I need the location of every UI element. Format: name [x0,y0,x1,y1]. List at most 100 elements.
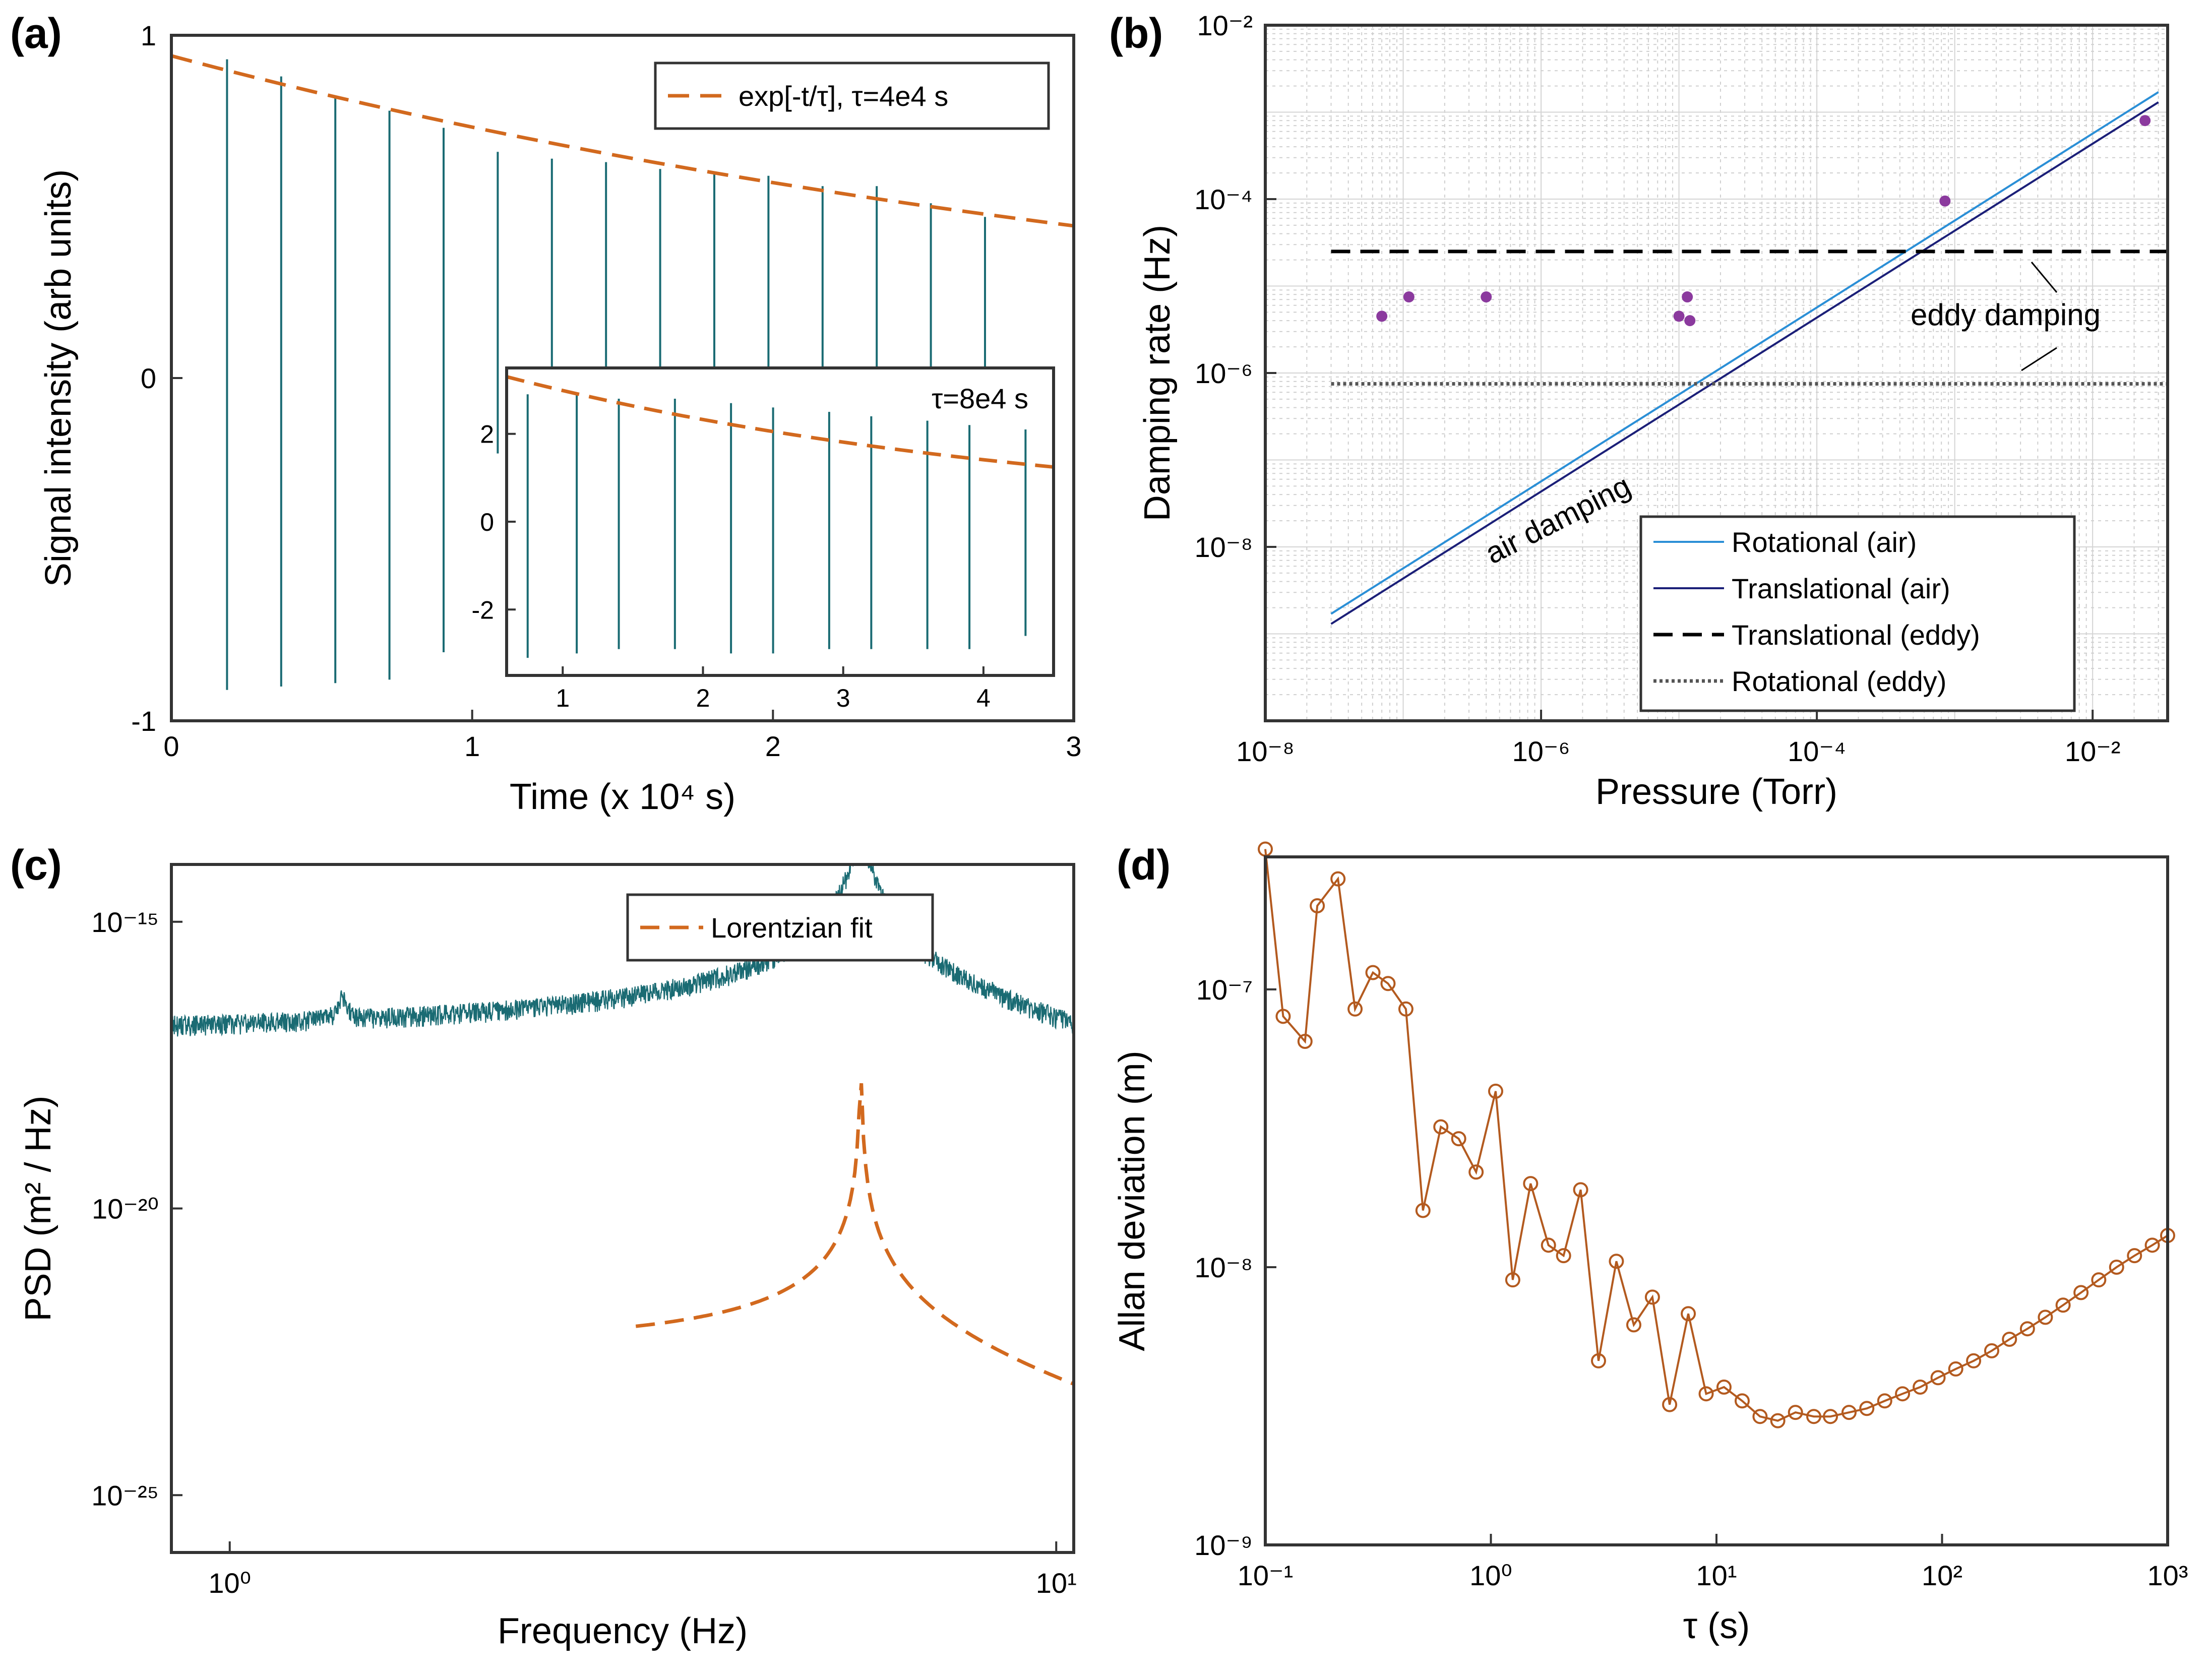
inset-y-tick-label: 0 [480,508,494,536]
allan-marker [1626,1317,1641,1333]
inset-annotation: τ=8e4 s [932,383,1028,414]
annotation-leader [2021,347,2057,371]
allan-marker [1966,1353,1982,1369]
panel-label-c: (c) [10,841,62,889]
series-line [1330,101,2159,625]
plot-frame [1264,855,2169,1546]
legend-label: Rotational (air) [1732,526,1917,558]
allan-marker [1297,1034,1313,1049]
x-tick-label: 10¹ [1696,1560,1737,1591]
data-point [1939,195,1951,207]
allan-marker [1380,976,1396,991]
allan-marker [1823,1409,1838,1424]
annotation-eddy: eddy damping [1911,298,2101,332]
allan-marker [1488,1083,1503,1099]
y-tick-label: 1 [141,20,156,51]
allan-marker [1752,1409,1768,1424]
allan-marker [1877,1393,1892,1409]
allan-marker [1415,1203,1431,1218]
annotation-leader [2031,262,2058,293]
legend-label: Rotational (eddy) [1732,665,1946,697]
allan-marker [1541,1237,1556,1253]
x-tick-label: 10³ [2147,1560,2188,1591]
allan-marker [2127,1248,2142,1264]
x-tick-label: 10⁻⁶ [1512,735,1570,767]
panel-label-b: (b) [1109,10,1163,57]
allan-marker [2109,1259,2124,1275]
allan-marker [2055,1297,2071,1313]
panel-label-a: (a) [10,10,62,57]
series-line [1330,91,2159,615]
y-tick-label: 10⁻⁷ [1196,974,1253,1006]
inset-x-tick-label: 3 [836,684,850,712]
allan-marker [1310,898,1325,914]
data-point [1481,291,1492,303]
x-tick-label: 10⁻⁴ [1788,735,1846,767]
inset-y-tick-label: 2 [480,420,494,449]
y-axis-label: Signal intensity (arb units) [38,169,79,587]
x-axis-label: Time (x 10⁴ s) [510,777,735,817]
x-axis-label: Pressure (Torr) [1595,772,1837,812]
allan-marker [1806,1409,1822,1424]
x-tick-label: 10⁻¹ [1238,1560,1294,1591]
allan-marker [2019,1321,2035,1337]
allan-marker [2038,1310,2053,1325]
allan-marker [1468,1164,1484,1180]
panel-d-chart: 10⁻¹ 10⁰ 10¹ 10² 10³ 10⁻⁹ 10⁻⁸ 10⁻⁷ τ (s) Allan d… [1112,841,2188,1646]
x-tick-label: 10¹ [1036,1567,1077,1599]
panel-label-d: (d) [1117,841,1171,889]
legend-label: Lorentzian fit [711,912,873,944]
allan-marker [1556,1248,1571,1264]
allan-marker [1770,1413,1786,1428]
y-tick-label: 0 [141,362,156,394]
panel-c-chart: 10⁰ 10¹ 10⁻¹⁵ 10⁻²⁰ 10⁻²⁵ Frequency (Hz) PSD (… [18,863,1077,1651]
allan-marker [1841,1405,1857,1420]
data-point [1376,310,1388,322]
allan-marker [2002,1332,2017,1347]
allan-marker [1788,1405,1803,1420]
lorentzian-fit-line [635,1083,1075,1386]
legend-label: Translational (eddy) [1732,619,1980,651]
allan-marker [1948,1361,1963,1377]
plot-frame [170,34,1075,722]
y-tick-label: 10⁻²⁵ [91,1479,159,1511]
psd-trace [170,863,1075,1037]
inset-x-tick-label: 2 [696,684,710,712]
allan-marker [1859,1401,1875,1416]
legend-label: Translational (air) [1732,573,1950,604]
x-axis-label: Frequency (Hz) [498,1611,748,1651]
y-tick-label: 10⁻⁸ [1195,1252,1253,1283]
allan-marker [1365,965,1381,980]
allan-marker [1523,1176,1539,1192]
inset-fit-line [506,375,1054,469]
inset-background [507,368,1054,675]
allan-marker [2144,1237,2160,1253]
allan-marker [1398,1001,1414,1017]
inset-x-tick-label: 1 [556,684,570,712]
allan-marker [1913,1379,1928,1395]
y-tick-label: 10⁻²⁰ [92,1193,159,1225]
allan-marker [1505,1272,1520,1288]
allan-marker [1573,1182,1588,1198]
y-tick-label: 10⁻² [1197,10,1253,41]
y-tick-label: 10⁻⁸ [1195,531,1253,563]
plot-frame [170,863,1075,1554]
allan-marker [1698,1386,1714,1402]
x-axis-label: τ (s) [1683,1606,1750,1646]
data-point [1684,315,1696,327]
fit-line [171,54,1074,228]
y-axis-label: Damping rate (Hz) [1137,225,1178,521]
allan-marker [2091,1272,2107,1288]
x-tick-label: 10⁻² [2065,735,2121,767]
allan-marker [2073,1285,2089,1300]
allan-marker [1591,1353,1607,1369]
allan-marker [1930,1370,1946,1386]
allan-marker [1681,1306,1696,1322]
x-tick-label: 2 [765,730,781,762]
x-tick-label: 10⁰ [1469,1560,1512,1591]
y-axis-label: Allan deviation (m) [1112,1050,1152,1351]
inset-x-tick-label: 4 [976,684,991,712]
allan-line [1264,849,2169,1422]
x-tick-label: 3 [1066,730,1081,762]
